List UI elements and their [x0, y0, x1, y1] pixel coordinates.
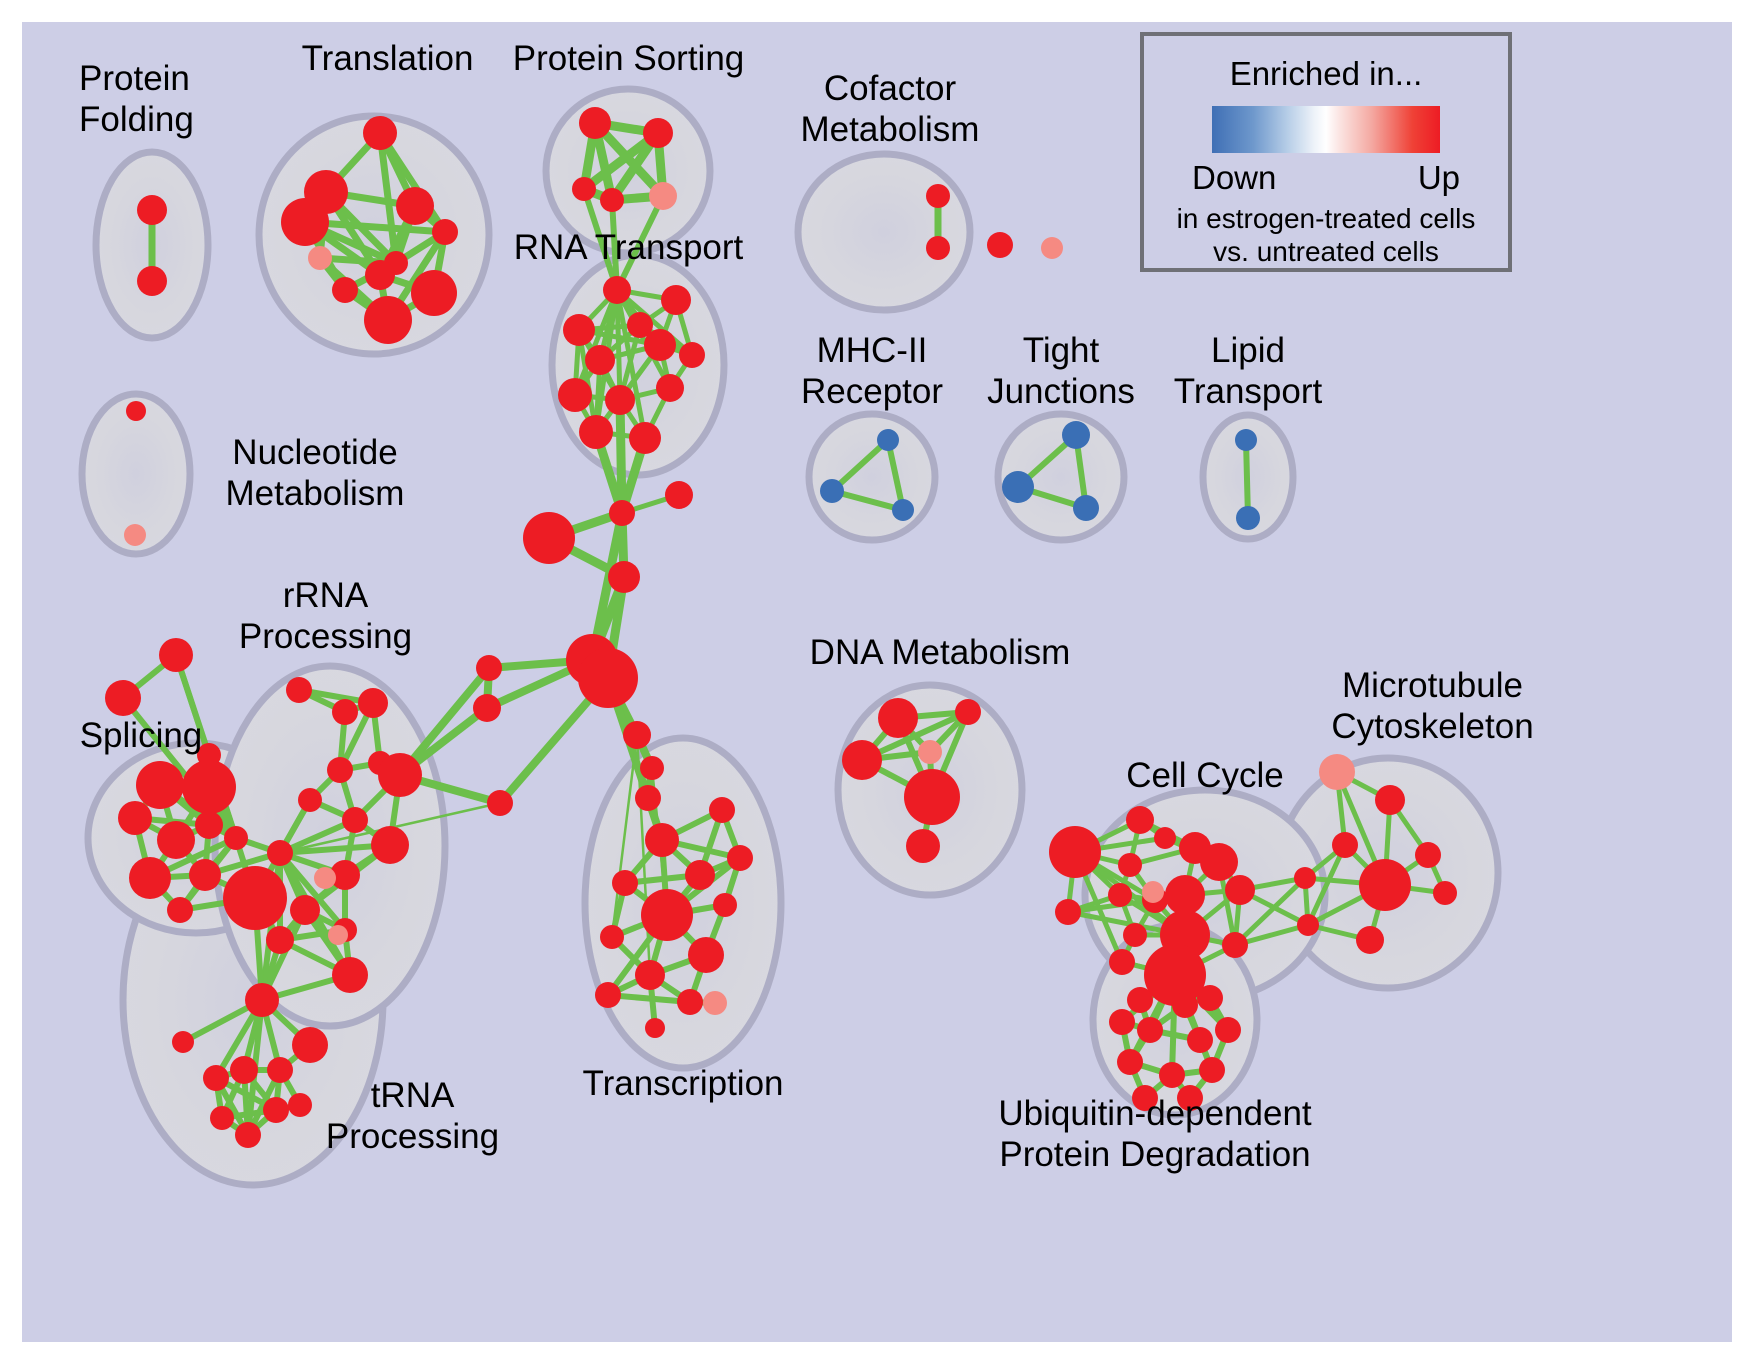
legend-title: Enriched in... [1229, 55, 1423, 92]
hull-cofactor-metabolism [794, 150, 974, 314]
nodes-up [105, 107, 1457, 1148]
legend-endpoint-labels: Down Up [1192, 159, 1460, 197]
hull-mhc-ii [805, 410, 939, 544]
legend-low-label: Down [1192, 159, 1277, 196]
hull-rrna-processing [211, 662, 449, 1030]
legend-high-label: Up [1417, 159, 1460, 196]
nodes-down [820, 421, 1260, 530]
hull-nucleotide-metabolism [78, 390, 194, 558]
legend-color-gradient-bar [1212, 106, 1440, 153]
legend-subtitle-line-2: vs. untreated cells [1213, 236, 1439, 267]
legend-panel: Enriched in... Down Up in estrogen-treat… [1140, 32, 1512, 272]
graph-nodes [105, 107, 1457, 1148]
legend-subtitle-line-1: in estrogen-treated cells [1176, 203, 1476, 234]
